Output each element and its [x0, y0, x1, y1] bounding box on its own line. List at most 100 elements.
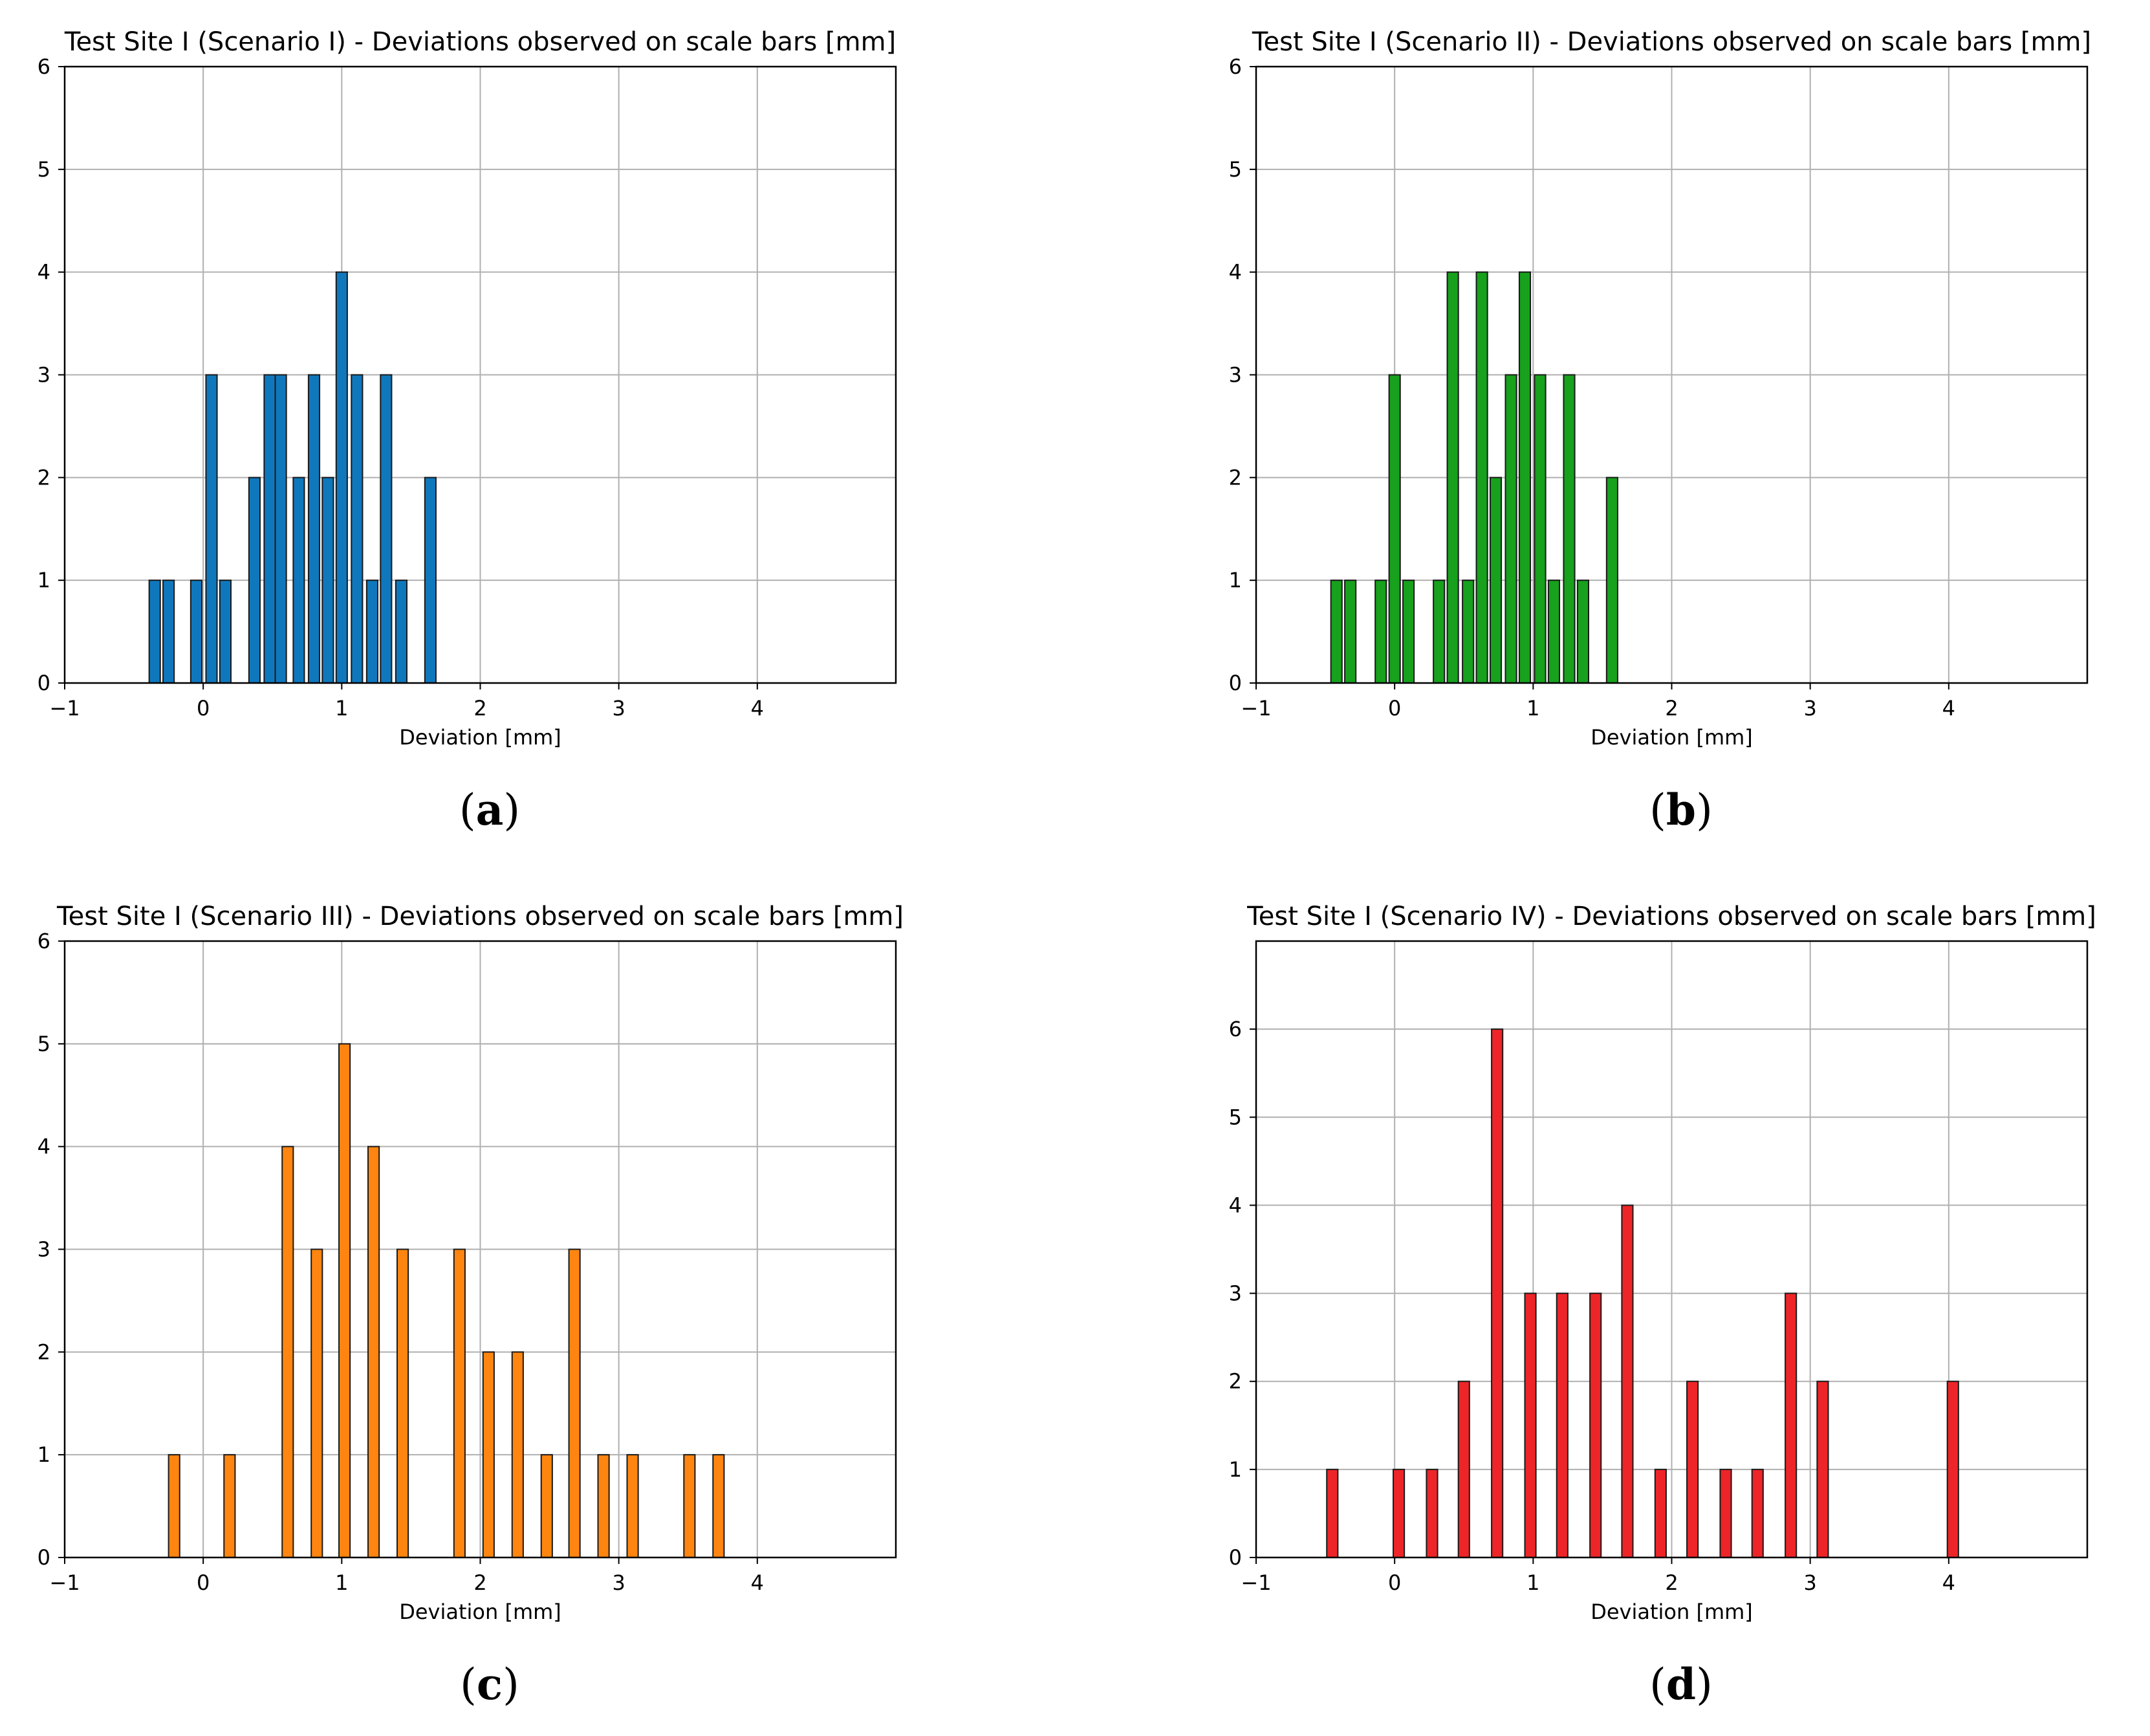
y-tick-label: 2	[38, 1340, 50, 1364]
chart-title: Test Site I (Scenario IV) - Deviations o…	[1246, 902, 2096, 931]
y-tick-label: 5	[38, 1032, 50, 1056]
x-tick-label: 4	[1942, 696, 1955, 721]
bar	[1686, 1380, 1699, 1559]
bar	[321, 477, 334, 684]
bar	[1816, 1380, 1829, 1559]
x-tick-label: 3	[1803, 1570, 1816, 1595]
y-tick-label: 0	[38, 1545, 50, 1570]
subfigure-caption: (a)	[459, 785, 520, 835]
y-tick-label: 3	[38, 363, 50, 387]
x-tick-label: 3	[612, 1570, 625, 1595]
bar	[263, 374, 276, 684]
x-tick-label: 2	[1665, 696, 1678, 721]
bar	[335, 271, 348, 684]
bar	[1946, 1380, 1959, 1559]
x-tick-label: −1	[49, 1570, 80, 1595]
x-tick-label: 4	[751, 696, 764, 721]
y-tick-label: 1	[38, 568, 50, 592]
subfigure-caption: (d)	[1649, 1659, 1713, 1709]
y-tick-label: 5	[1229, 157, 1242, 182]
bar	[1374, 580, 1387, 684]
x-axis-label: Deviation [mm]	[399, 725, 561, 750]
bar	[1654, 1468, 1667, 1559]
bar	[1547, 580, 1561, 684]
x-tick-label: 3	[612, 696, 625, 721]
x-tick-label: −1	[49, 696, 80, 721]
x-tick-label: 1	[1526, 696, 1539, 721]
bar	[1556, 1292, 1569, 1558]
bar	[597, 1454, 610, 1559]
y-tick-label: 0	[1229, 1545, 1242, 1570]
y-tick-label: 2	[1229, 465, 1242, 490]
y-tick-label: 1	[38, 1442, 50, 1467]
subfigure-letter: c	[477, 1659, 503, 1709]
x-tick-label: 4	[1942, 1570, 1955, 1595]
x-axis-label: Deviation [mm]	[1591, 1600, 1753, 1624]
x-tick-label: −1	[1241, 696, 1271, 721]
y-tick-label: 2	[38, 465, 50, 490]
y-tick-label: 5	[38, 157, 50, 182]
y-tick-label: 5	[1229, 1105, 1242, 1129]
bar	[1576, 580, 1590, 684]
bar	[1751, 1468, 1764, 1559]
x-axis-label: Deviation [mm]	[399, 1600, 561, 1624]
bar	[1589, 1292, 1602, 1558]
y-tick-label: 4	[38, 260, 50, 285]
bar	[338, 1043, 351, 1559]
y-tick-label: 4	[38, 1134, 50, 1159]
bar	[1518, 271, 1532, 684]
bar	[148, 580, 161, 684]
bar	[190, 580, 203, 684]
y-tick-label: 0	[38, 671, 50, 695]
x-tick-label: 2	[473, 1570, 486, 1595]
bar	[453, 1248, 466, 1558]
x-tick-label: 4	[751, 1570, 764, 1595]
bar	[1563, 374, 1576, 684]
x-tick-label: 0	[197, 1570, 210, 1595]
bar	[1426, 1468, 1439, 1559]
bar	[626, 1454, 639, 1559]
x-tick-label: 1	[1526, 1570, 1539, 1595]
bar	[1621, 1204, 1634, 1558]
bar	[1785, 1292, 1797, 1558]
y-tick-label: 6	[38, 929, 50, 953]
chart-panel-c: Test Site I (Scenario III) - Deviations …	[38, 902, 904, 1709]
bar	[1330, 580, 1343, 684]
bar	[712, 1454, 725, 1559]
bar	[1475, 271, 1488, 684]
bar	[219, 580, 232, 684]
bar	[365, 580, 379, 684]
y-tick-label: 4	[1229, 1193, 1242, 1217]
chart-title: Test Site I (Scenario I) - Deviations ob…	[64, 27, 896, 57]
y-tick-label: 0	[1229, 671, 1242, 695]
y-tick-label: 2	[1229, 1369, 1242, 1394]
x-tick-label: −1	[1241, 1570, 1271, 1595]
y-tick-label: 3	[1229, 1281, 1242, 1306]
bar	[367, 1145, 380, 1558]
x-tick-label: 0	[197, 696, 210, 721]
bar	[1388, 374, 1401, 684]
y-tick-label: 6	[1229, 1017, 1242, 1041]
chart-title: Test Site I (Scenario II) - Deviations o…	[1252, 27, 2091, 57]
bar	[1326, 1468, 1339, 1559]
subfigure-caption: (c)	[460, 1659, 519, 1709]
bar	[162, 580, 175, 684]
y-tick-label: 6	[1229, 54, 1242, 79]
x-tick-label: 1	[335, 696, 348, 721]
bar	[168, 1454, 180, 1559]
bar	[511, 1351, 524, 1558]
bar	[281, 1145, 294, 1558]
x-axis-label: Deviation [mm]	[1591, 725, 1753, 750]
subfigure-letter: d	[1666, 1659, 1696, 1709]
bar	[1605, 477, 1618, 684]
bar	[1457, 1380, 1470, 1559]
y-tick-label: 3	[38, 1237, 50, 1262]
y-tick-label: 1	[1229, 1457, 1242, 1482]
x-tick-label: 0	[1388, 696, 1401, 721]
bar	[351, 374, 364, 684]
bar	[310, 1248, 323, 1558]
bar	[292, 477, 305, 684]
bar	[380, 374, 393, 684]
x-tick-label: 1	[335, 1570, 348, 1595]
